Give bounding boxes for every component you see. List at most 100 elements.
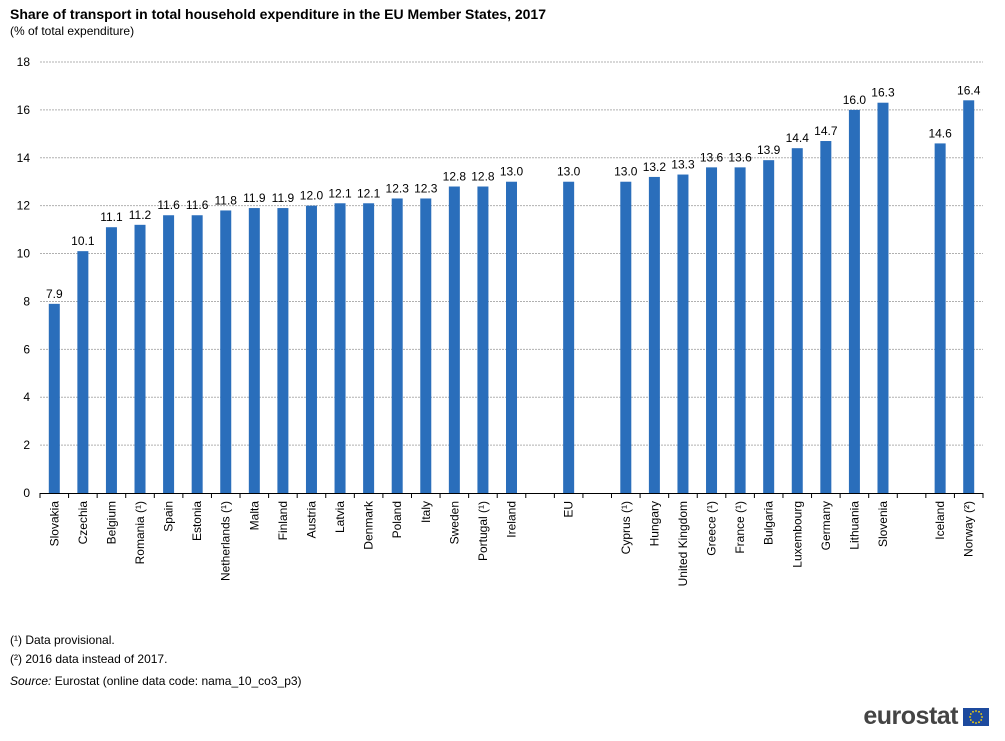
y-tick-label: 10: [17, 247, 31, 261]
bar: [677, 174, 689, 494]
x-tick-label: Sweden: [447, 501, 461, 544]
y-tick-label: 0: [23, 486, 30, 500]
x-tick-label: Portugal (¹): [476, 501, 490, 561]
data-label: 11.9: [243, 191, 266, 205]
y-tick-label: 2: [23, 438, 30, 452]
star-icon: [980, 718, 983, 721]
y-tick-label: 4: [23, 390, 30, 404]
x-tick-label: United Kingdom: [676, 501, 690, 586]
bar: [420, 198, 432, 493]
source-label: Source:: [10, 674, 52, 688]
data-label: 10.1: [71, 234, 95, 248]
data-label: 14.6: [928, 126, 952, 140]
data-label: 13.3: [671, 158, 695, 172]
data-label: 13.9: [757, 143, 781, 157]
data-label: 12.8: [471, 170, 495, 184]
x-tick-label: Estonia: [190, 501, 204, 541]
data-label: 13.6: [728, 150, 752, 164]
bar: [334, 203, 346, 493]
data-label: 13.0: [557, 165, 581, 179]
x-tick-label: Norway (²): [962, 501, 976, 557]
bar: [163, 215, 175, 493]
data-label: 11.6: [157, 198, 180, 212]
bar: [563, 181, 575, 493]
eu-flag-icon: [963, 707, 989, 726]
footnote-provisional: (¹) Data provisional.: [10, 633, 115, 647]
source-text: Eurostat (online data code: nama_10_co3_…: [51, 674, 302, 688]
bar: [363, 203, 375, 493]
bar: [134, 224, 146, 494]
x-tick-label: France (¹): [733, 501, 747, 554]
bar: [934, 143, 946, 493]
bar: [220, 210, 232, 493]
bar: [305, 205, 317, 493]
data-label: 16.3: [871, 86, 895, 100]
bar: [763, 160, 775, 493]
data-label: 12.8: [443, 170, 467, 184]
bar: [791, 148, 803, 493]
bar: [77, 251, 89, 493]
data-label: 12.3: [414, 181, 438, 195]
x-tick-label: Austria: [304, 501, 318, 539]
data-label: 11.8: [215, 193, 238, 207]
x-tick-label: Poland: [390, 501, 404, 538]
data-label: 14.7: [814, 124, 838, 138]
bar: [391, 198, 403, 493]
x-tick-label: Ireland: [505, 501, 519, 538]
bar: [248, 208, 260, 494]
star-icon: [969, 712, 972, 715]
x-tick-label: Czechia: [76, 501, 90, 545]
x-tick-label: Netherlands (¹): [219, 501, 233, 581]
star-icon: [969, 718, 972, 721]
x-tick-label: Cyprus (¹): [619, 501, 633, 554]
star-icon: [980, 712, 983, 715]
x-tick-label: Spain: [162, 501, 176, 532]
data-label: 11.6: [186, 198, 209, 212]
footnote-2016: (²) 2016 data instead of 2017.: [10, 652, 168, 666]
x-tick-label: Luxembourg: [790, 501, 804, 568]
x-tick-label: Greece (¹): [705, 501, 719, 556]
star-icon: [969, 715, 971, 718]
bar: [277, 208, 289, 494]
x-tick-label: Germany: [819, 501, 833, 550]
data-label: 11.9: [272, 191, 295, 205]
bar: [848, 109, 860, 493]
y-tick-label: 8: [23, 294, 30, 308]
x-tick-label: Romania (¹): [133, 501, 147, 564]
bar: [620, 181, 632, 493]
data-label: 14.4: [786, 131, 810, 145]
x-tick-label: EU: [562, 501, 576, 518]
data-label: 11.1: [100, 210, 123, 224]
bar: [506, 181, 517, 493]
x-tick-label: Denmark: [362, 500, 376, 550]
y-tick-label: 16: [17, 103, 31, 117]
data-label: 13.2: [643, 160, 667, 174]
x-tick-label: Belgium: [104, 501, 118, 544]
star-icon: [975, 709, 977, 712]
x-tick-label: Slovenia: [876, 501, 890, 547]
data-label: 12.0: [300, 189, 324, 203]
data-label: 7.9: [46, 287, 63, 301]
y-tick-label: 6: [23, 342, 30, 356]
bar: [734, 167, 746, 493]
data-label: 16.0: [843, 93, 867, 107]
bar: [706, 167, 718, 493]
source-note: Source: Eurostat (online data code: nama…: [10, 674, 302, 688]
y-tick-label: 14: [17, 151, 31, 165]
data-label: 12.1: [357, 186, 381, 200]
data-label: 13.6: [700, 150, 724, 164]
x-tick-label: Latvia: [333, 501, 347, 533]
star-icon: [975, 721, 977, 724]
x-tick-label: Finland: [276, 501, 290, 540]
data-label: 11.2: [129, 208, 152, 222]
bar-chart: 0 2 4 6 8 10 12 14 16 18 7.9 Slovakia 10.1 Czechia 11.…: [17, 55, 984, 586]
bar: [191, 215, 203, 493]
star-icon: [972, 720, 974, 723]
data-label: 16.4: [957, 83, 981, 97]
star-icon: [981, 715, 983, 718]
bar: [48, 303, 60, 493]
star-icon: [978, 710, 980, 713]
star-icon: [972, 710, 974, 713]
y-tick-label: 18: [17, 55, 31, 69]
bar: [963, 100, 975, 494]
